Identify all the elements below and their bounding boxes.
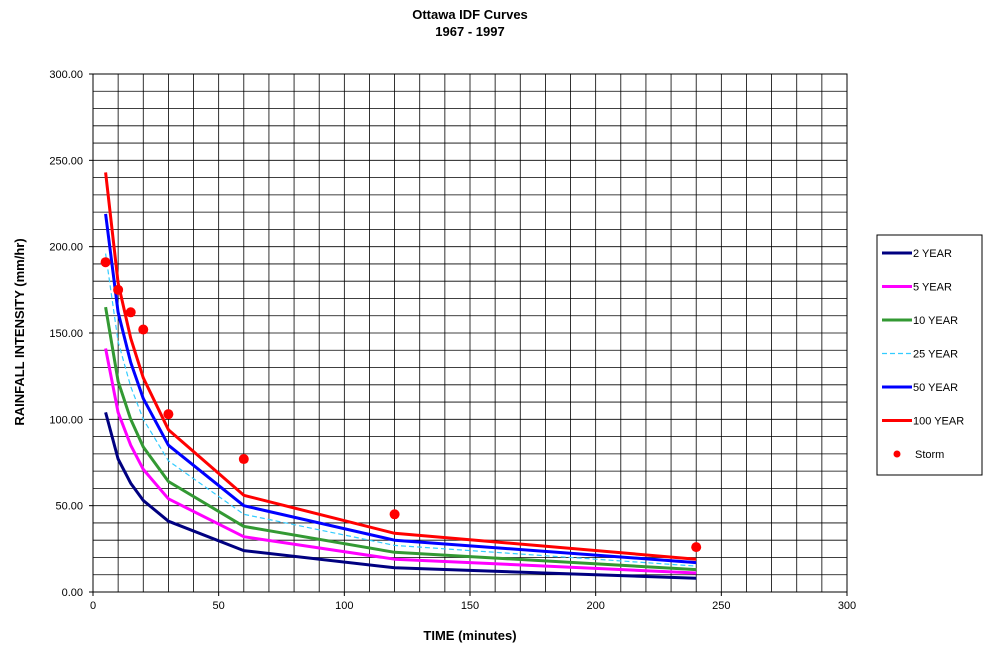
storm-point	[238, 454, 249, 465]
legend-label-25-year: 25 YEAR	[913, 349, 958, 361]
y-axis-label: RAINFALL INTENSITY (mm/hr)	[12, 238, 27, 425]
y-tick-label: 100.00	[49, 414, 83, 426]
axis-ticks: 0 50 100 150 200 250 300 0.00 50.00 100.00 150.00 2…	[49, 69, 856, 612]
storm-point	[125, 307, 136, 318]
y-tick-label: 150.00	[49, 328, 83, 340]
legend-label-storm: Storm	[915, 449, 944, 461]
storm-point	[100, 257, 111, 268]
y-tick-label: 0.00	[62, 587, 83, 599]
x-tick-label: 300	[838, 600, 856, 612]
storm-point	[138, 324, 149, 335]
x-axis-label: TIME (minutes)	[423, 628, 516, 643]
x-tick-label: 100	[335, 600, 353, 612]
grid-lines	[92, 73, 848, 593]
series-line-25-year	[105, 253, 697, 567]
legend-label-5-year: 5 YEAR	[913, 282, 952, 294]
x-tick-label: 50	[213, 600, 225, 612]
y-tick-label: 50.00	[55, 501, 83, 513]
y-tick-label: 250.00	[49, 155, 83, 167]
legend-label-2-year: 2 YEAR	[913, 248, 952, 260]
legend-swatch-storm	[893, 450, 901, 458]
data-series	[100, 172, 702, 580]
legend-label-100-year: 100 YEAR	[913, 416, 964, 428]
legend-box	[876, 234, 983, 476]
series-line-10-year	[104, 306, 697, 572]
storm-point	[389, 509, 400, 520]
series-line-5-year	[104, 348, 697, 575]
legend-label-50-year: 50 YEAR	[913, 382, 958, 394]
legend: 2 YEAR 5 YEAR 10 YEAR 25 YEAR 50 YEAR 100 YEA…	[876, 234, 983, 476]
legend-label-10-year: 10 YEAR	[913, 315, 958, 327]
chart-title: Ottawa IDF Curves	[412, 7, 528, 22]
chart-subtitle: 1967 - 1997	[435, 24, 504, 39]
x-tick-label: 250	[712, 600, 730, 612]
y-tick-label: 200.00	[49, 242, 83, 254]
y-tick-label: 300.00	[49, 69, 83, 81]
x-tick-label: 0	[90, 600, 96, 612]
storm-point	[691, 542, 702, 553]
x-tick-label: 150	[461, 600, 479, 612]
storm-point	[163, 409, 174, 420]
storm-point	[113, 284, 124, 295]
series-line-50-year	[104, 213, 697, 565]
series-line-2-year	[104, 412, 697, 580]
x-tick-label: 200	[586, 600, 604, 612]
